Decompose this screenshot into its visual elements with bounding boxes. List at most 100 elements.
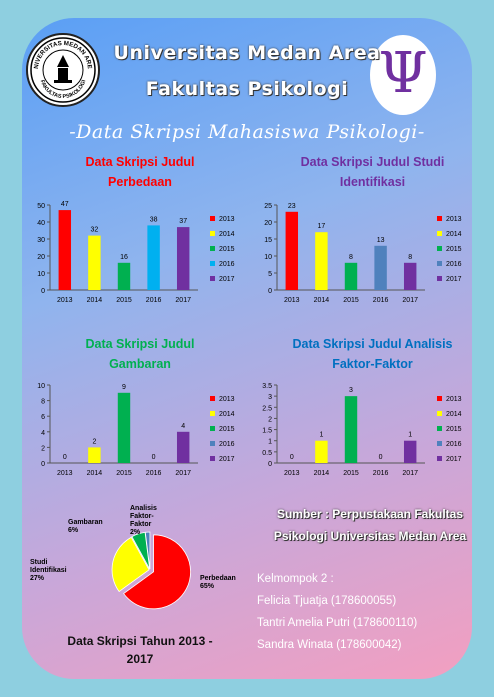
x-tick-label: 2016 (373, 297, 389, 304)
data-label: 4 (181, 423, 185, 430)
legend-label: 2014 (219, 411, 235, 418)
y-tick-label: 0 (41, 461, 45, 468)
pie-label-line: Faktor- (130, 513, 154, 520)
y-tick-label: 20 (37, 254, 45, 261)
x-tick-label: 2015 (116, 297, 132, 304)
legend-swatch (210, 216, 215, 221)
legend-label: 2013 (219, 216, 235, 223)
y-tick-label: 1 (268, 439, 272, 446)
x-tick-label: 2017 (175, 470, 191, 477)
data-label: 16 (120, 254, 128, 261)
pie-label-line: Analisis (130, 505, 157, 512)
y-tick-label: 0.5 (262, 450, 272, 457)
legend-label: 2014 (446, 411, 462, 418)
y-tick-label: 10 (264, 254, 272, 261)
data-label: 0 (152, 454, 156, 461)
legend-swatch (437, 411, 442, 416)
data-label: 1 (319, 432, 323, 439)
university-logo: UNIVERSITAS MEDAN AREA FAKULTAS PSIKOLOG… (26, 30, 100, 107)
x-tick-label: 2014 (87, 297, 103, 304)
bar (117, 262, 131, 290)
member-item: Tantri Amelia Putri (178600110) (257, 617, 418, 629)
y-tick-label: 0 (268, 288, 272, 295)
legend-swatch (210, 261, 215, 266)
legend-swatch (437, 261, 442, 266)
legend-label: 2016 (446, 261, 462, 268)
legend-swatch (210, 246, 215, 251)
legend-label: 2017 (219, 456, 235, 463)
bar (374, 245, 387, 290)
bar-chart-studi-identifikasi: 0 5 10 15 20 25 23 2013 17 2014 8 2015 13 2016 8 2017 20… (264, 203, 462, 304)
x-tick-label: 2016 (146, 297, 162, 304)
university-seal-icon: UNIVERSITAS MEDAN AREA FAKULTAS PSIKOLOG… (26, 30, 96, 103)
bar (344, 396, 358, 463)
pie-label: Perbedaan 65% (200, 575, 236, 590)
pie-slice (123, 534, 191, 610)
y-tick-label: 50 (37, 203, 45, 210)
x-tick-label: 2016 (146, 470, 162, 477)
data-label: 38 (150, 216, 158, 223)
x-tick-label: 2015 (343, 470, 359, 477)
x-tick-label: 2014 (314, 297, 330, 304)
legend-label: 2016 (219, 261, 235, 268)
data-label: 2 (92, 438, 96, 445)
legend-label: 2016 (219, 441, 235, 448)
y-tick-label: 10 (37, 383, 45, 390)
data-label: 13 (377, 237, 385, 244)
chart3-title: Data Skripsi Judul Gambaran (30, 334, 250, 374)
bar-chart-gambaran: 0 2 4 6 8 10 0 2013 2 2014 9 2015 0 2016 4 2017 2013 2014… (37, 383, 235, 477)
legend-swatch (210, 456, 215, 461)
legend-label: 2015 (446, 246, 462, 253)
y-tick-label: 3.5 (262, 383, 272, 390)
data-label: 3 (349, 387, 353, 394)
legend-swatch (437, 216, 442, 221)
data-label: 8 (408, 254, 412, 261)
legend-label: 2015 (446, 426, 462, 433)
group-heading: Kelmompok 2 : (257, 573, 334, 585)
legend-label: 2017 (219, 276, 235, 283)
data-label: 0 (290, 454, 294, 461)
pie-label: Analisis Faktor-Faktor 2% (130, 505, 157, 536)
legend-swatch (437, 396, 442, 401)
legend-swatch (210, 396, 215, 401)
poster-subtitle: -Data Skripsi Mahasiswa Psikologi- (69, 121, 425, 143)
data-source: Sumber : Perpustakaan Fakultas Psikologi… (265, 503, 475, 547)
y-tick-label: 2.5 (262, 405, 272, 412)
psi-icon: Ψ (378, 41, 428, 106)
faculty-title: Fakultas Psikologi (145, 78, 349, 100)
y-tick-label: 10 (37, 271, 45, 278)
member-item: Felicia Tjuatja (178600055) (257, 595, 397, 607)
chart4-title-line1: Data Skripsi Judul Analisis (292, 337, 453, 351)
pie-label-line: 2% (130, 529, 141, 536)
pie-label-line: Perbedaan (200, 575, 236, 582)
x-tick-label: 2016 (373, 470, 389, 477)
pie-label-line: Faktor (130, 521, 152, 528)
chart2-title: Data Skripsi Judul Studi Identifikasi (265, 152, 480, 192)
bar (285, 211, 299, 290)
legend-label: 2014 (219, 231, 235, 238)
legend-swatch (437, 231, 442, 236)
data-label: 32 (91, 227, 99, 234)
y-tick-label: 8 (41, 399, 45, 406)
chart4-title: Data Skripsi Judul Analisis Faktor-Fakto… (265, 334, 480, 374)
pie-label: Studi Identifikasi 27% (30, 559, 67, 582)
x-tick-label: 2014 (87, 470, 103, 477)
bar (58, 210, 72, 290)
chart1-title-line2: Perbedaan (108, 175, 172, 189)
data-label: 0 (379, 454, 383, 461)
pie-slice (144, 531, 151, 570)
legend-label: 2013 (446, 216, 462, 223)
data-label: 0 (63, 454, 67, 461)
y-tick-label: 15 (264, 237, 272, 244)
y-tick-label: 20 (264, 220, 272, 227)
source-line1: Sumber : Perpustakaan Fakultas (276, 507, 464, 521)
bar (315, 440, 328, 463)
legend-swatch (437, 426, 442, 431)
data-label: 8 (349, 254, 353, 261)
x-tick-label: 2013 (57, 470, 73, 477)
legend-swatch (437, 456, 442, 461)
legend-swatch (437, 276, 442, 281)
x-tick-label: 2013 (57, 297, 73, 304)
bar (403, 262, 417, 290)
bar-chart-perbedaan: 0 10 20 30 40 50 47 2013 32 2014 16 2015 38 2016 37 201… (37, 201, 235, 304)
